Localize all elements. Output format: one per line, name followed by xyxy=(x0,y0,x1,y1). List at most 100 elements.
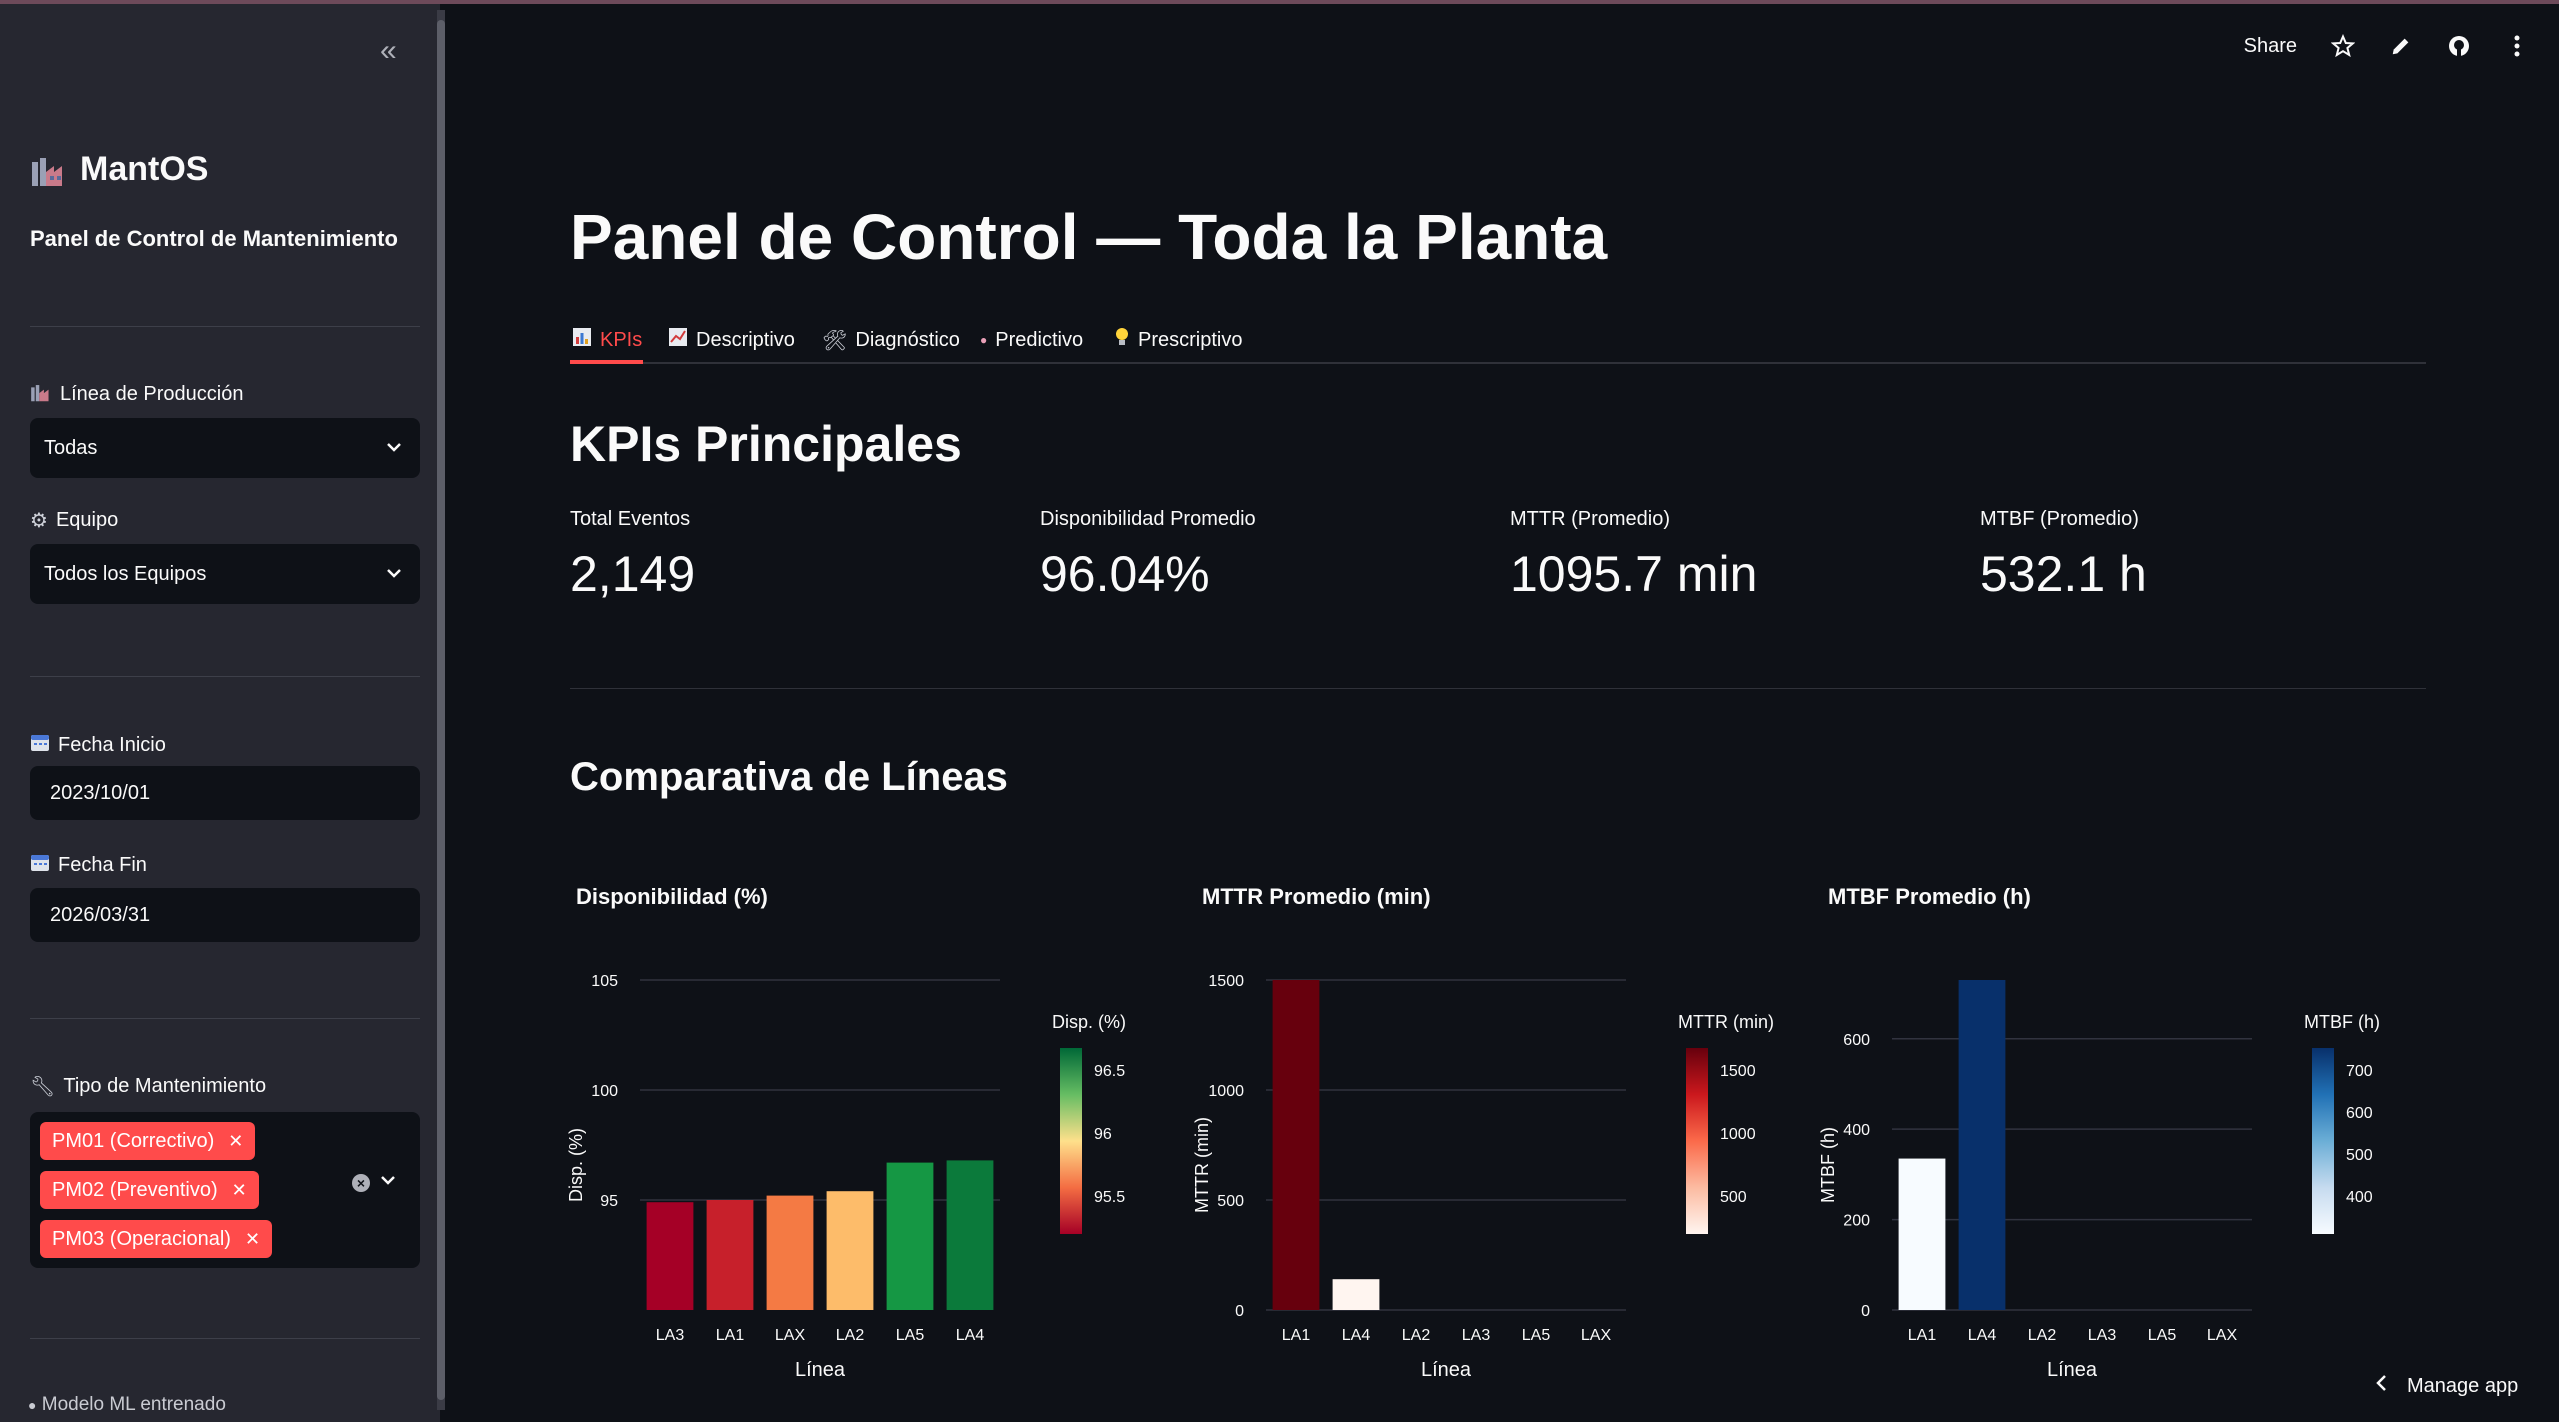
sidebar-divider xyxy=(30,326,420,327)
equipo-label: ⚙ Equipo xyxy=(30,508,118,533)
tab-descriptivo[interactable]: Descriptivo xyxy=(668,318,795,362)
more-vertical-icon[interactable] xyxy=(2505,34,2529,58)
x-tick-label: LA3 xyxy=(2088,1327,2117,1344)
y-tick-label: 95 xyxy=(600,1193,618,1210)
brand: MantOS xyxy=(30,150,208,189)
metric-value-mtbf: 532.1 h xyxy=(1980,546,2147,602)
tag-pm01[interactable]: PM01 (Correctivo) ✕ xyxy=(40,1122,256,1160)
tab-label: Prescriptivo xyxy=(1138,328,1243,351)
colorbar xyxy=(1686,1048,1708,1234)
tab-bar: KPIs Descriptivo 🛠︎ Diagnóstico ● Predic… xyxy=(570,318,2426,364)
x-tick-label: LA5 xyxy=(896,1327,925,1344)
tipo-label: 🔧︎ Tipo de Mantenimiento xyxy=(30,1074,266,1099)
tab-diagnostico[interactable]: 🛠︎ Diagnóstico xyxy=(822,318,960,362)
sidebar-divider xyxy=(30,1018,420,1019)
close-icon[interactable]: ✕ xyxy=(228,1130,244,1151)
y-tick-label: 1500 xyxy=(1208,973,1244,990)
colorbar-tick: 500 xyxy=(2346,1147,2373,1164)
metric-value-total-eventos: 2,149 xyxy=(570,546,696,602)
bar-la1[interactable] xyxy=(1898,1158,1946,1310)
tipo-multiselect[interactable]: PM01 (Correctivo) ✕ PM02 (Preventivo) ✕ … xyxy=(30,1112,420,1268)
colorbar-tick: 96 xyxy=(1094,1126,1112,1143)
tab-predictivo[interactable]: ● Predictivo xyxy=(980,318,1083,362)
colorbar-tick: 96.5 xyxy=(1094,1063,1125,1080)
x-tick-label: LA1 xyxy=(1282,1327,1311,1344)
tag-pm03[interactable]: PM03 (Operacional) ✕ xyxy=(40,1220,273,1258)
tab-prescriptivo[interactable]: Prescriptivo xyxy=(1114,318,1242,362)
bar-la5[interactable] xyxy=(886,1162,934,1310)
colorbar-tick: 400 xyxy=(2346,1189,2373,1206)
bar-la2[interactable] xyxy=(826,1191,874,1310)
github-icon[interactable] xyxy=(2447,34,2471,58)
active-tab-indicator xyxy=(570,360,643,364)
equipo-select-value: Todos los Equipos xyxy=(44,562,207,585)
star-icon[interactable] xyxy=(2331,34,2355,58)
colorbar-tick: 600 xyxy=(2346,1105,2373,1122)
equipo-label-text: Equipo xyxy=(55,509,119,531)
colorbar-tick: 700 xyxy=(2346,1063,2373,1080)
colorbar-tick: 1000 xyxy=(1720,1126,1756,1143)
chart-title-disponibilidad: Disponibilidad (%) xyxy=(576,884,768,909)
collapse-sidebar-icon[interactable]: « xyxy=(380,34,397,67)
y-tick-label: 200 xyxy=(1843,1213,1870,1230)
y-tick-label: 500 xyxy=(1217,1193,1244,1210)
share-button[interactable]: Share xyxy=(2243,34,2297,57)
tab-kpis[interactable]: KPIs xyxy=(572,318,642,362)
close-icon[interactable]: ✕ xyxy=(244,1228,261,1249)
x-tick-label: LA5 xyxy=(1522,1327,1551,1344)
y-axis-label: MTBF (h) xyxy=(1818,1127,1838,1203)
factory-icon xyxy=(30,154,68,186)
brain-icon: ● xyxy=(980,333,988,347)
x-tick-label: LA5 xyxy=(2148,1327,2177,1344)
sidebar-subtitle: Panel de Control de Mantenimiento xyxy=(30,226,398,251)
chevron-down-icon xyxy=(386,439,402,457)
chart-title-mtbf: MTBF Promedio (h) xyxy=(1828,884,2031,909)
sidebar-scrollbar-thumb[interactable] xyxy=(437,20,445,1400)
top-accent-line xyxy=(0,0,2559,4)
bar-la1[interactable] xyxy=(706,1200,754,1310)
metric-label-total-eventos: Total Eventos xyxy=(570,508,691,530)
gear-icon: ⚙ xyxy=(30,510,48,532)
bar-la4[interactable] xyxy=(1958,980,2006,1310)
y-tick-label: 600 xyxy=(1843,1032,1870,1049)
top-toolbar: Share xyxy=(2244,34,2529,58)
tag-label: PM02 (Preventivo) xyxy=(52,1178,218,1201)
fecha-fin-input[interactable]: 2026/03/31 xyxy=(30,888,420,942)
fecha-inicio-input[interactable]: 2023/10/01 xyxy=(30,766,420,820)
chart-title-mttr: MTTR Promedio (min) xyxy=(1202,884,1431,909)
sidebar: « MantOS Panel de Control de Mantenimien… xyxy=(0,4,440,1422)
bar-la4[interactable] xyxy=(946,1160,994,1310)
close-icon[interactable]: ✕ xyxy=(231,1179,247,1200)
tag-label: PM03 (Operacional) xyxy=(52,1227,231,1250)
fecha-inicio-text: Fecha Inicio xyxy=(58,733,166,756)
manage-app-button[interactable]: Manage app xyxy=(2375,1374,2518,1398)
y-axis-label: Disp. (%) xyxy=(566,1128,586,1202)
bar-la4[interactable] xyxy=(1332,1279,1380,1310)
brain-icon: ● xyxy=(28,1397,37,1413)
page-title: Panel de Control — Toda la Planta xyxy=(570,201,1608,273)
fecha-fin-text: Fecha Fin xyxy=(58,853,147,876)
linea-label: Línea de Producción xyxy=(30,382,243,407)
tab-label: Predictivo xyxy=(995,328,1084,351)
metric-label-mttr: MTTR (Promedio) xyxy=(1510,508,1671,530)
bar-la3[interactable] xyxy=(646,1202,694,1310)
equipo-select[interactable]: Todos los Equipos xyxy=(30,544,420,604)
tab-label: KPIs xyxy=(600,328,643,351)
chevron-down-icon[interactable] xyxy=(380,1172,396,1190)
tag-pm02[interactable]: PM02 (Preventivo) ✕ xyxy=(40,1171,259,1209)
y-tick-label: 1000 xyxy=(1208,1083,1244,1100)
linea-select[interactable]: Todas xyxy=(30,418,420,478)
bar-lax[interactable] xyxy=(766,1195,814,1310)
clear-all-icon[interactable]: × xyxy=(352,1174,370,1192)
edit-icon[interactable] xyxy=(2389,34,2413,58)
bar-la1[interactable] xyxy=(1272,980,1320,1310)
colorbar xyxy=(2312,1048,2334,1234)
sidebar-divider xyxy=(30,1338,420,1339)
metric-value-disponibilidad: 96.04% xyxy=(1040,546,1210,602)
calendar-icon xyxy=(30,852,50,878)
tab-label: Diagnóstico xyxy=(855,328,960,351)
fecha-fin-label: Fecha Fin xyxy=(30,852,147,878)
y-tick-label: 0 xyxy=(1861,1303,1870,1320)
y-tick-label: 105 xyxy=(591,973,618,990)
colorbar-title: MTTR (min) xyxy=(1678,1012,1774,1032)
